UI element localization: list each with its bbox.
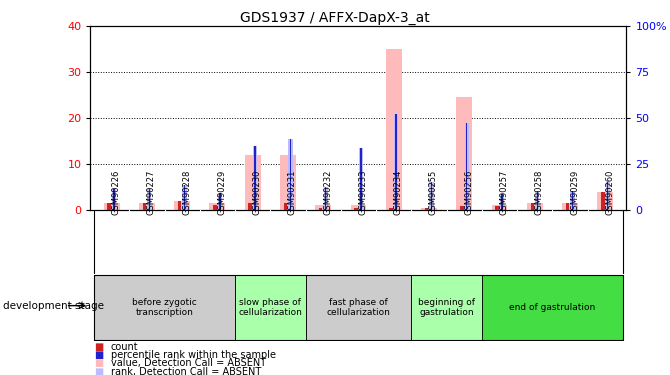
Bar	[598, 192, 613, 210]
Bar	[359, 148, 363, 210]
Bar	[607, 183, 608, 210]
Bar	[386, 49, 401, 210]
Bar	[537, 191, 538, 210]
FancyBboxPatch shape	[482, 275, 623, 340]
Bar	[147, 189, 151, 210]
Bar	[112, 189, 116, 210]
Text: ■: ■	[94, 358, 103, 368]
Text: fast phase of
cellularization: fast phase of cellularization	[326, 298, 391, 317]
Bar	[350, 206, 366, 210]
Bar	[325, 187, 326, 210]
Bar	[289, 139, 291, 210]
FancyBboxPatch shape	[411, 275, 482, 340]
Bar	[319, 208, 322, 210]
Text: GSM90231: GSM90231	[288, 170, 297, 215]
Bar	[431, 183, 432, 210]
FancyBboxPatch shape	[306, 275, 411, 340]
Bar	[500, 194, 504, 210]
Text: GSM90260: GSM90260	[605, 170, 614, 215]
Text: GSM90234: GSM90234	[394, 170, 403, 215]
Text: end of gastrulation: end of gastrulation	[509, 303, 596, 312]
Bar	[245, 155, 261, 210]
Bar	[466, 123, 468, 210]
Text: GSM90233: GSM90233	[358, 170, 367, 215]
Text: before zygotic
transcription: before zygotic transcription	[132, 298, 197, 317]
Text: development stage: development stage	[3, 301, 105, 310]
Bar	[492, 206, 507, 210]
Bar	[107, 203, 111, 210]
Bar	[182, 185, 187, 210]
Bar	[527, 203, 543, 210]
Text: GSM90227: GSM90227	[147, 170, 156, 215]
Bar	[562, 203, 578, 210]
Bar	[174, 201, 190, 210]
Bar	[389, 208, 393, 210]
Bar	[456, 98, 472, 210]
Text: GDS1937 / AFFX-DapX-3_at: GDS1937 / AFFX-DapX-3_at	[240, 11, 430, 25]
Text: beginning of
gastrulation: beginning of gastrulation	[418, 298, 475, 317]
Bar	[495, 206, 498, 210]
Bar	[501, 194, 502, 210]
Bar	[464, 123, 469, 210]
Text: ■: ■	[94, 342, 103, 352]
FancyBboxPatch shape	[94, 275, 235, 340]
Bar	[280, 155, 296, 210]
Bar	[213, 206, 216, 210]
Text: GSM90226: GSM90226	[112, 170, 121, 215]
Bar	[565, 203, 570, 210]
Text: count: count	[111, 342, 138, 352]
Text: slow phase of
cellularization: slow phase of cellularization	[239, 298, 302, 317]
Bar	[460, 206, 464, 210]
Bar	[570, 191, 575, 210]
Text: GSM90232: GSM90232	[323, 170, 332, 215]
Text: GSM90257: GSM90257	[500, 170, 509, 215]
Bar	[113, 189, 115, 210]
Text: GSM90230: GSM90230	[253, 170, 262, 215]
Text: GSM90255: GSM90255	[429, 170, 438, 215]
Bar	[143, 203, 146, 210]
Bar	[535, 191, 539, 210]
Bar	[394, 114, 398, 210]
Bar	[149, 189, 150, 210]
Text: rank, Detection Call = ABSENT: rank, Detection Call = ABSENT	[111, 367, 261, 375]
Bar	[283, 203, 287, 210]
Bar	[421, 208, 437, 210]
Text: value, Detection Call = ABSENT: value, Detection Call = ABSENT	[111, 358, 266, 368]
Text: GSM90229: GSM90229	[217, 170, 226, 215]
Text: GSM90228: GSM90228	[182, 170, 191, 215]
Bar	[316, 206, 331, 210]
Bar	[253, 146, 257, 210]
Bar	[395, 114, 397, 210]
Bar	[184, 185, 186, 210]
Bar	[249, 203, 252, 210]
Bar	[572, 191, 574, 210]
Bar	[531, 203, 534, 210]
Bar	[210, 203, 225, 210]
Bar	[139, 203, 155, 210]
FancyBboxPatch shape	[235, 275, 306, 340]
Bar	[429, 183, 433, 210]
Text: percentile rank within the sample: percentile rank within the sample	[111, 350, 275, 360]
Text: ■: ■	[94, 350, 103, 360]
Bar	[360, 148, 362, 210]
Bar	[219, 192, 220, 210]
Bar	[104, 203, 119, 210]
Bar	[178, 201, 182, 210]
Bar	[324, 187, 328, 210]
Bar	[354, 208, 358, 210]
Text: GSM90256: GSM90256	[464, 170, 473, 215]
Bar	[425, 208, 428, 210]
Text: ■: ■	[94, 367, 103, 375]
Text: GSM90259: GSM90259	[570, 170, 579, 215]
Bar	[255, 146, 256, 210]
Bar	[218, 192, 222, 210]
Bar	[601, 192, 604, 210]
Text: GSM90258: GSM90258	[535, 170, 544, 215]
Bar	[288, 139, 293, 210]
Bar	[606, 183, 610, 210]
